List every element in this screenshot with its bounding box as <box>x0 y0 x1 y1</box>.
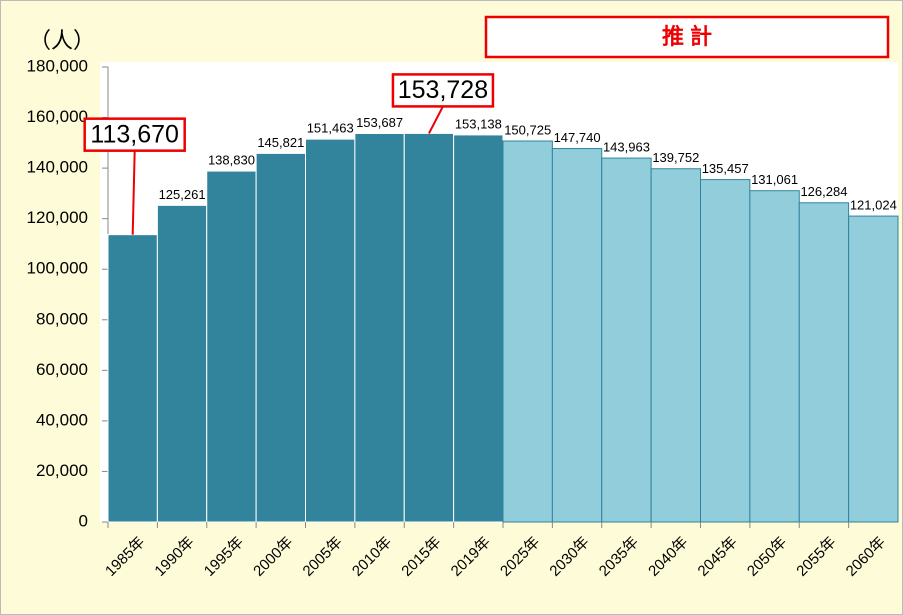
bar <box>354 133 405 523</box>
y-tick-label: 0 <box>79 511 88 530</box>
value-label: 150,725 <box>504 122 551 137</box>
bar <box>453 134 504 523</box>
bar <box>156 204 208 523</box>
value-label: 125,261 <box>159 187 206 202</box>
annotation: 推 計 <box>662 24 712 49</box>
annotation-box <box>484 15 890 59</box>
value-label: 113,670 <box>90 120 179 148</box>
bar <box>848 215 899 523</box>
value-label: 153,728 <box>398 76 488 104</box>
bar <box>255 152 306 523</box>
y-tick-label: 120,000 <box>27 208 88 227</box>
bar <box>798 202 850 523</box>
callout-box <box>83 117 186 152</box>
y-tick-label: 80,000 <box>36 309 88 328</box>
value-label: 135,457 <box>702 161 749 176</box>
bar <box>551 148 603 523</box>
bar <box>700 179 751 523</box>
bar <box>749 190 800 523</box>
bar <box>403 132 455 523</box>
value-label: 139,752 <box>652 150 699 165</box>
y-tick-label: 20,000 <box>36 461 88 480</box>
bar <box>502 140 553 523</box>
y-tick-label: 60,000 <box>36 360 88 379</box>
value-label: 143,963 <box>603 140 650 155</box>
value-label: 153,687 <box>356 115 403 130</box>
y-tick-label: 140,000 <box>27 158 88 177</box>
callout-box <box>391 73 495 108</box>
bar <box>206 170 257 523</box>
callout-line <box>131 150 136 235</box>
value-label: 147,740 <box>554 130 601 145</box>
value-label: 131,061 <box>751 172 798 187</box>
value-label: 153,138 <box>455 116 502 131</box>
value-label: 138,830 <box>208 153 255 168</box>
unit-label: （人） <box>29 28 95 53</box>
value-label: 151,463 <box>307 121 354 136</box>
y-tick-label: 180,000 <box>27 56 88 75</box>
value-label: 145,821 <box>257 135 304 150</box>
value-label: 121,024 <box>850 198 897 213</box>
y-tick-label: 100,000 <box>27 259 88 278</box>
bar <box>107 234 158 523</box>
callout-line <box>428 105 444 134</box>
value-label: 126,284 <box>800 184 847 199</box>
bar <box>650 168 701 523</box>
bar <box>601 157 652 523</box>
y-tick-label: 40,000 <box>36 410 88 429</box>
bar <box>305 138 356 523</box>
y-tick-label: 160,000 <box>27 107 88 126</box>
